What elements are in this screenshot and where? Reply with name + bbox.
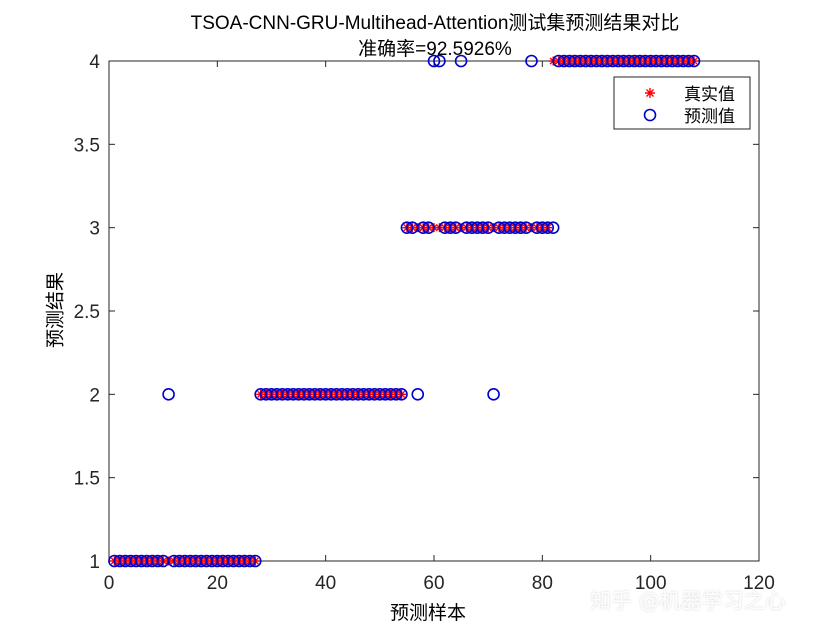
predicted-value-point (546, 221, 560, 234)
legend-pred-marker (643, 108, 657, 122)
predicted-value-point (687, 54, 701, 68)
predicted-value-point (400, 221, 414, 234)
predicted-value-point (422, 221, 435, 234)
x-tick-label: 60 (423, 573, 444, 594)
predicted-value-point (433, 54, 446, 68)
y-tick-label: 2.5 (74, 302, 100, 323)
y-tick-label: 3 (89, 219, 100, 240)
x-tick-label: 0 (104, 573, 115, 594)
chart-title: TSOA-CNN-GRU-Multihead-Attention测试集预测结果对… (190, 13, 680, 34)
watermark: 知乎 @机器学习之心 (590, 589, 786, 613)
predicted-value-point (427, 54, 441, 68)
y-tick-label: 3.5 (74, 135, 100, 156)
predicted-value-point (454, 54, 468, 68)
x-tick-label: 80 (532, 573, 553, 594)
y-tick-label: 2 (89, 385, 100, 406)
predicted-value-point (682, 54, 695, 68)
predicted-value-point (443, 221, 457, 234)
predicted-value-point (411, 388, 425, 401)
y-tick-label: 1.5 (74, 469, 100, 490)
chart-subtitle: 准确率=92.5926% (358, 39, 512, 60)
predicted-value-point (525, 54, 538, 68)
predicted-value-point (416, 221, 430, 234)
plot-area (108, 60, 760, 562)
y-axis-label: 预测结果 (44, 271, 67, 349)
predicted-value-point (248, 554, 262, 568)
predicted-value-point (151, 554, 165, 568)
predicted-value-point (395, 388, 408, 401)
legend-true-marker (645, 88, 655, 98)
predicted-value-point (541, 221, 555, 234)
x-tick-label: 40 (315, 573, 336, 594)
y-tick-label: 1 (89, 552, 100, 573)
predicted-value-point (389, 388, 403, 401)
legend-pred-label: 预测值 (684, 107, 735, 126)
x-axis-label: 预测样本 (390, 602, 467, 624)
y-tick-label: 4 (89, 52, 100, 73)
legend-true-label: 真实值 (684, 85, 735, 104)
predicted-value-point (243, 554, 257, 568)
predicted-value-point (476, 221, 490, 234)
x-tick-label: 120 (743, 573, 775, 594)
predicted-value-point (162, 388, 175, 401)
x-tick-label: 20 (207, 573, 228, 594)
predicted-value-point (514, 221, 527, 234)
x-tick-label: 100 (635, 573, 667, 594)
legend-box (613, 76, 751, 130)
predicted-value-point (487, 388, 500, 401)
